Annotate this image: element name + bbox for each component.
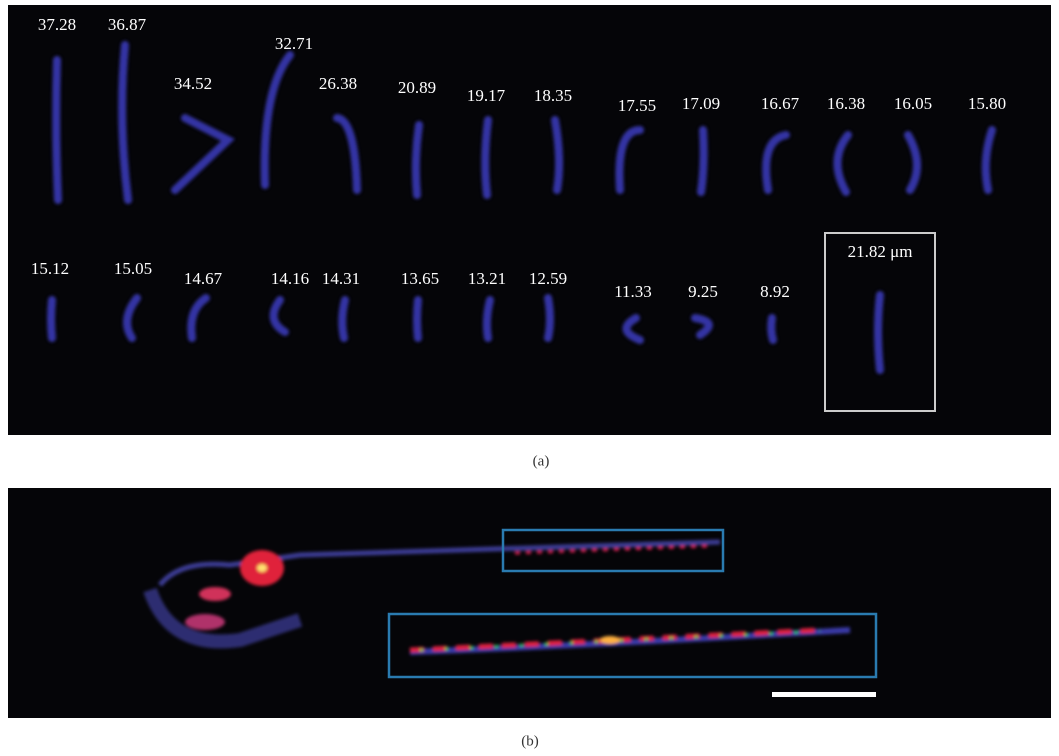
length-label: 16.67 xyxy=(761,94,800,113)
length-label: 14.31 xyxy=(322,269,360,288)
caption-a: (a) xyxy=(533,453,550,469)
figure: (a) (b) 37.28 36.87 34.52 32.71 26.38 20.89 19… xyxy=(0,0,1059,756)
length-label: 37.28 xyxy=(38,15,76,34)
chromosome xyxy=(771,318,773,340)
length-label: 11.33 xyxy=(614,282,652,301)
chromosome xyxy=(417,300,418,338)
chromosome xyxy=(701,130,704,192)
length-label: 26.38 xyxy=(319,74,357,93)
chromosome xyxy=(416,125,419,195)
chromosome xyxy=(548,298,550,338)
length-label: 16.05 xyxy=(894,94,932,113)
length-label: 34.52 xyxy=(174,74,212,93)
chromosome xyxy=(555,120,559,190)
length-label: 21.82 μm xyxy=(848,242,913,261)
panel-b xyxy=(8,488,1051,718)
length-label: 17.55 xyxy=(618,96,656,115)
chromosome xyxy=(342,300,345,338)
length-label: 14.67 xyxy=(184,269,223,288)
length-label: 16.38 xyxy=(827,94,865,113)
length-label: 15.80 xyxy=(968,94,1006,113)
caption-b: (b) xyxy=(521,733,539,749)
length-label: 19.17 xyxy=(467,86,506,105)
length-label: 9.25 xyxy=(688,282,718,301)
length-label: 18.35 xyxy=(534,86,572,105)
chromosome xyxy=(878,295,880,370)
chromosome xyxy=(487,300,490,338)
length-label: 12.59 xyxy=(529,269,567,288)
panel-a xyxy=(8,5,1051,435)
length-label: 8.92 xyxy=(760,282,790,301)
chromosome xyxy=(51,300,52,338)
length-label: 32.71 xyxy=(275,34,313,53)
length-label: 13.65 xyxy=(401,269,439,288)
scale-bar xyxy=(772,692,876,697)
chromosome xyxy=(56,60,58,200)
length-label: 14.16 xyxy=(271,269,309,288)
length-label: 15.12 xyxy=(31,259,69,278)
length-label: 17.09 xyxy=(682,94,720,113)
length-label: 13.21 xyxy=(468,269,506,288)
length-label: 36.87 xyxy=(108,15,147,34)
length-label: 15.05 xyxy=(114,259,152,278)
chromosome xyxy=(485,120,488,195)
length-label: 20.89 xyxy=(398,78,436,97)
